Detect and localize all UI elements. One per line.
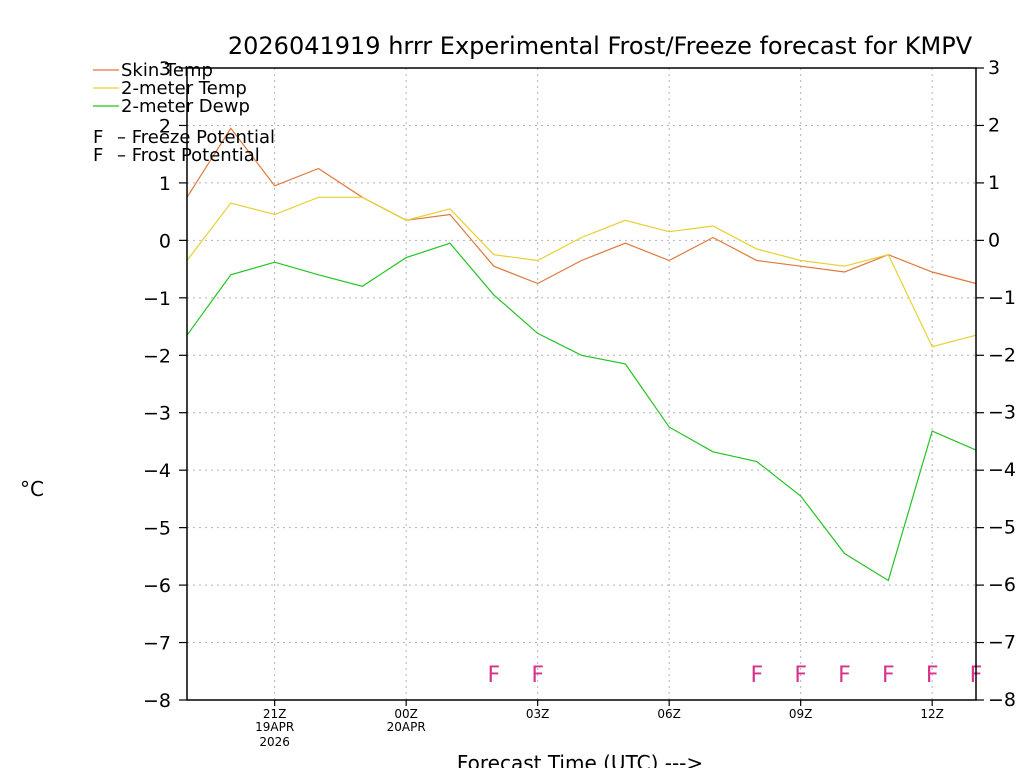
y-tick-label: −5 [988,517,1016,539]
x-tick-date: 20APR [387,720,426,734]
legend-line-label: Skin Temp [121,60,213,81]
y-tick-label: −5 [143,518,171,540]
x-tick-date: 19APR [255,720,294,734]
freeze-flag: F [488,663,501,688]
freeze-flag: F [751,663,764,688]
y-axis-label: °C [20,477,44,501]
y-tick-label: 2 [159,115,171,137]
x-tick-label: 21Z [263,707,287,721]
legend-marker-label: – Freeze Potential [117,127,275,148]
y-tick-label: 0 [988,229,1000,251]
freeze-flag: F [838,663,851,688]
y-tick-label: −1 [143,288,171,310]
x-tick-label: 12Z [920,707,944,721]
legend-marker-label: – Frost Potential [117,145,260,166]
y-tick-label: −8 [988,689,1016,711]
y-axis-right: 3 2 1 0 −1 −2 −3 −4 −5 −6 −7 −8 [976,57,1016,711]
series-line-skin-temp [186,127,977,285]
y-axis-left: 3 2 1 0 −1 −2 −3 −4 −5 −6 −7 −8 [143,58,187,712]
series-line-2-meter-dewp [186,242,977,582]
y-tick-label: −6 [988,574,1016,596]
freeze-flag: F [794,663,807,688]
y-tick-label: −3 [143,403,171,425]
legend-line-label: 2-meter Dewp [121,96,250,117]
x-tick-year: 2026 [259,735,290,749]
freeze-flag: F [531,663,544,688]
series-line-2-meter-temp [186,196,977,348]
x-tick-label: 09Z [789,707,813,721]
y-tick-label: 1 [159,173,171,195]
chart-title: 2026041919 hrrr Experimental Frost/Freez… [228,32,973,60]
plot-frame [186,67,977,701]
y-tick-label: 1 [988,172,1000,194]
y-tick-label: 0 [159,230,171,252]
y-tick-label: −7 [143,633,171,655]
legend-line-label: 2-meter Temp [121,78,247,99]
gridlines [187,68,976,700]
y-tick-label: −7 [988,632,1016,654]
freeze-flag: F [882,663,895,688]
y-tick-label: 2 [988,114,1000,136]
x-axis-label: Forecast Time (UTC) ---> [457,751,703,768]
y-tick-label: −8 [143,690,171,712]
x-tick-label: 00Z [394,707,418,721]
y-tick-label: 3 [988,57,1000,79]
x-tick-label: 06Z [657,707,681,721]
y-tick-label: −1 [988,287,1016,309]
legend-marker-letter: F [93,145,103,166]
y-tick-label: −2 [988,344,1016,366]
freeze-flag: F [926,663,939,688]
x-tick-label: 03Z [526,707,550,721]
y-tick-label: −4 [988,459,1016,481]
legend-marker-letter: F [93,127,103,148]
y-tick-label: −2 [143,345,171,367]
y-tick-label: 3 [159,58,171,80]
y-tick-label: −6 [143,575,171,597]
y-tick-label: −3 [988,402,1016,424]
y-tick-label: −4 [143,460,171,482]
series-lines [186,127,977,582]
